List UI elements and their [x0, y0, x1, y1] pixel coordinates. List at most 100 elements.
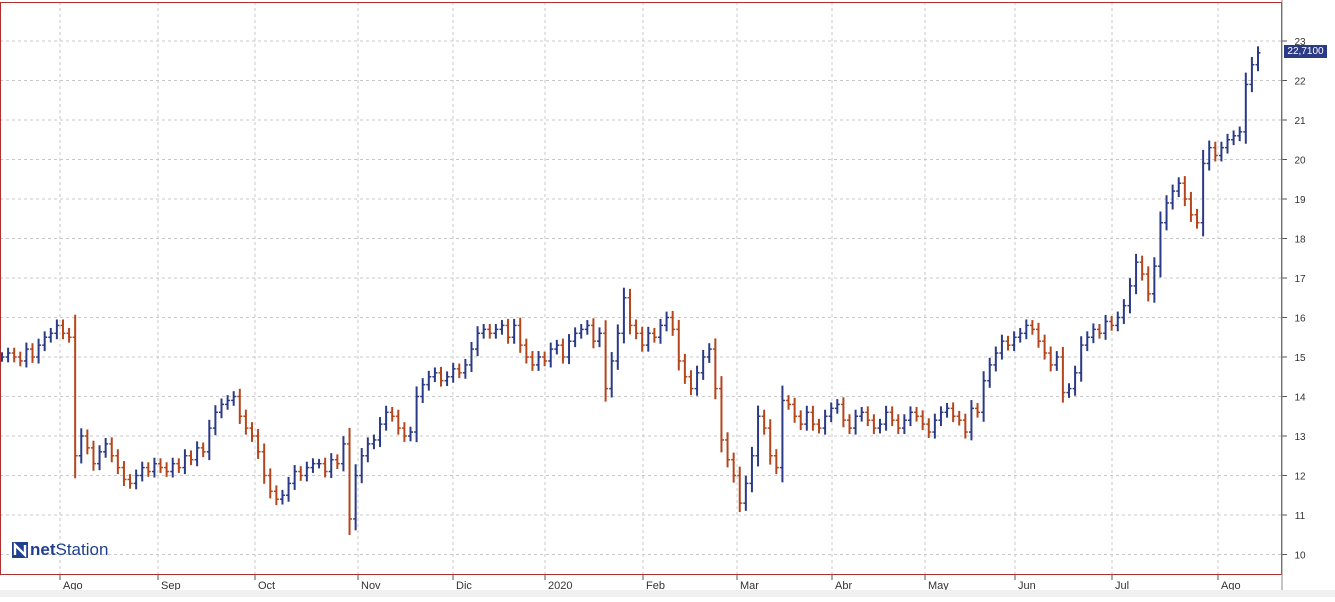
- ohlc-bar: [261, 443, 267, 484]
- ohlc-bar: [78, 428, 84, 464]
- ohlc-bar: [676, 319, 682, 371]
- ohlc-bar: [139, 461, 145, 482]
- ohlc-bar: [60, 319, 66, 340]
- ohlc-bar: [1212, 141, 1218, 162]
- ohlc-bar: [292, 465, 298, 490]
- ohlc-bar: [97, 445, 103, 471]
- ohlc-bar: [688, 370, 694, 396]
- axis-layer: 10 11 12 13 14 15 16 17 18 19 20 21 22 23 Ago Sep Oct Nov…: [59, 37, 1306, 592]
- ohlc-bar: [5, 347, 11, 363]
- x-tick-label: Feb: [646, 580, 665, 592]
- ohlc-bar: [1127, 278, 1133, 314]
- ohlc-bar: [1023, 319, 1029, 340]
- ohlc-bar: [1182, 176, 1188, 207]
- ohlc-bar: [310, 458, 316, 473]
- y-tick-label: 21: [1294, 116, 1306, 127]
- ohlc-bar: [1231, 130, 1237, 146]
- ohlc-bar: [1243, 72, 1249, 144]
- ohlc-bar: [712, 338, 718, 400]
- ohlc-bar: [340, 436, 346, 472]
- ohlc-bar: [17, 351, 23, 367]
- ohlc-bar: [54, 319, 60, 340]
- ohlc-bar: [517, 317, 523, 353]
- ohlc-bar: [493, 324, 499, 339]
- ohlc-bar: [743, 475, 749, 511]
- ohlc-bar: [584, 320, 590, 335]
- ohlc-bar: [432, 367, 438, 383]
- ohlc-bar: [700, 349, 706, 380]
- ohlc-bar: [1145, 266, 1151, 302]
- ohlc-bar: [426, 370, 432, 391]
- ohlc-bar: [609, 352, 615, 398]
- x-tick-label: Ago: [63, 580, 83, 592]
- ohlc-bar: [1176, 177, 1182, 198]
- ohlc-bar: [408, 426, 414, 442]
- ohlc-bar: [109, 437, 115, 463]
- ohlc-bar: [895, 414, 901, 435]
- ohlc-bar: [1042, 334, 1048, 360]
- y-tick-label: 13: [1294, 432, 1306, 443]
- ohlc-bar: [1084, 331, 1090, 352]
- x-tick-label: Ago: [1221, 580, 1241, 592]
- ohlc-bar: [718, 376, 724, 453]
- x-tick-label: Dic: [456, 580, 472, 592]
- ohlc-bar: [657, 318, 663, 344]
- ohlc-bar: [304, 461, 310, 482]
- ohlc-bar: [267, 468, 273, 499]
- ohlc-bar: [420, 378, 426, 404]
- ohlc-bar: [1225, 133, 1231, 154]
- ohlc-bar: [962, 413, 968, 439]
- ohlc-bar: [273, 485, 279, 506]
- ohlc-bar: [920, 410, 926, 431]
- last-price-badge: 22,7100: [1284, 45, 1327, 58]
- ohlc-bar: [840, 397, 846, 428]
- ohlc-bar: [103, 437, 109, 458]
- ohlc-bar: [682, 353, 688, 384]
- ohlc-bar: [218, 398, 224, 419]
- ohlc-bar: [462, 358, 468, 379]
- y-tick-label: 23: [1294, 37, 1306, 48]
- ohlc-bar: [72, 314, 78, 479]
- ohlc-bar: [231, 391, 237, 406]
- ohlc-bar: [975, 403, 981, 418]
- y-tick-label: 22: [1294, 77, 1306, 88]
- ohlc-bar: [237, 388, 243, 424]
- ohlc-bar: [846, 414, 852, 435]
- netstation-logo-icon: [12, 542, 28, 558]
- ohlc-bar: [298, 466, 304, 481]
- ohlc-bar: [664, 311, 670, 332]
- ohlc-bar: [1060, 346, 1066, 403]
- ohlc-bar: [981, 371, 987, 422]
- ohlc-bar: [1029, 320, 1035, 335]
- ohlc-bar: [737, 466, 743, 513]
- ohlc-bar: [438, 366, 444, 387]
- ohlc-bar: [828, 402, 834, 423]
- y-tick-label: 20: [1294, 156, 1306, 167]
- ohlc-bar: [1048, 346, 1054, 372]
- ohlc-bar: [597, 327, 603, 348]
- ohlc-bar: [1237, 126, 1243, 142]
- ohlc-bar: [450, 362, 456, 383]
- ohlc-bar: [401, 422, 407, 442]
- y-tick-label: 16: [1294, 314, 1306, 325]
- ohlc-bar: [621, 287, 627, 344]
- ohlc-bar: [859, 406, 865, 422]
- ohlc-bar: [365, 437, 371, 463]
- ohlc-bar: [603, 320, 609, 402]
- ohlc-bar: [1036, 322, 1042, 348]
- price-bars: [0, 46, 1261, 535]
- ohlc-bar: [487, 324, 493, 339]
- ohlc-bar: [1206, 140, 1212, 171]
- ohlc-bar: [1188, 191, 1194, 222]
- ohlc-bar: [914, 406, 920, 422]
- ohlc-bar: [334, 454, 340, 469]
- y-tick-label: 11: [1295, 511, 1306, 522]
- y-tick-label: 18: [1294, 235, 1306, 246]
- ohlc-bar: [901, 414, 907, 435]
- x-tick-label: Abr: [835, 580, 852, 592]
- ohlc-bar: [468, 341, 474, 373]
- ohlc-bar: [926, 418, 932, 438]
- ohlc-bar: [651, 327, 657, 343]
- ohlc-bar: [145, 462, 151, 477]
- y-tick-label: 14: [1294, 393, 1306, 404]
